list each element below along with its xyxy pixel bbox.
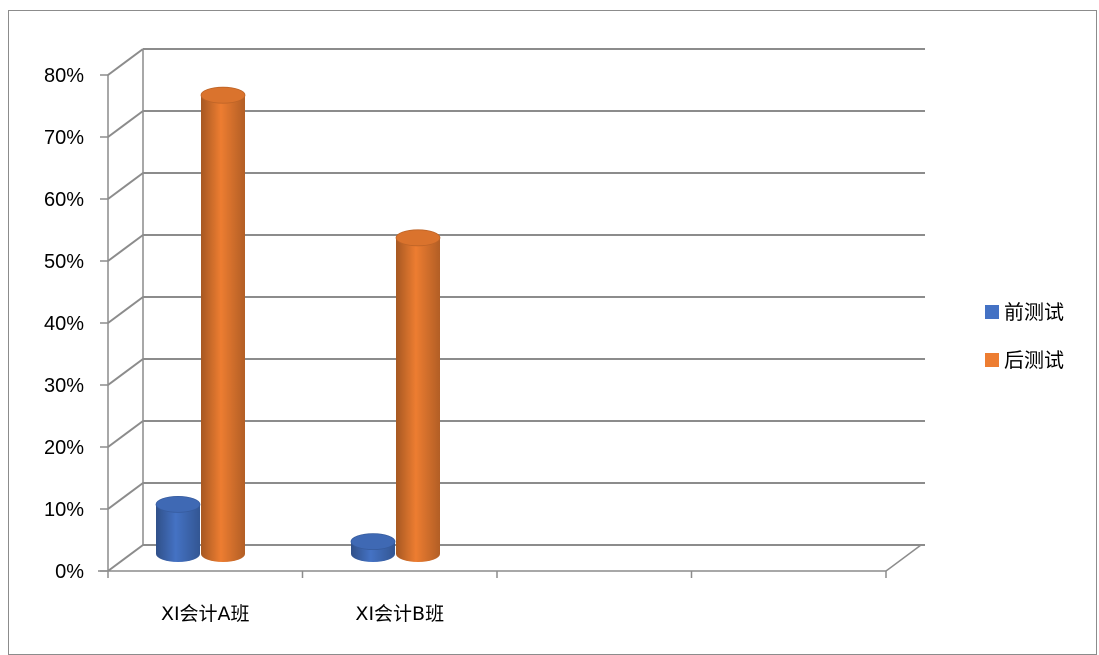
floor-right-edge (885, 544, 922, 572)
bar (350, 533, 396, 562)
y-tick-label: 30% (44, 375, 84, 397)
y-tick-label: 70% (44, 127, 84, 149)
bar (395, 229, 441, 563)
gridline (107, 358, 925, 386)
y-tick-labels: 0% 10% 20% 30% 40% 50% 60% 70% 80% (44, 65, 84, 583)
axes (98, 49, 922, 578)
legend-item: 后测试 (985, 348, 1064, 372)
legend-label: 后测试 (1004, 348, 1064, 372)
bar (155, 495, 201, 562)
gridline (107, 296, 925, 324)
gridlines (107, 48, 925, 572)
y-tick-label: 0% (55, 561, 84, 583)
gridline (107, 110, 925, 138)
x-category-label: XI会计B班 (355, 603, 444, 625)
bar (200, 86, 246, 562)
gridline (107, 234, 925, 262)
gridline (107, 482, 925, 510)
legend-item: 前测试 (985, 300, 1064, 324)
y-tick-label: 80% (44, 65, 84, 87)
y-tick-label: 40% (44, 313, 84, 335)
gridline (107, 420, 925, 448)
bars (155, 86, 441, 563)
category-labels: XI会计A班 XI会计B班 (161, 603, 444, 625)
legend-swatch (985, 353, 999, 367)
y-tick-label: 50% (44, 251, 84, 273)
gridline (107, 172, 925, 200)
legend-swatch (985, 305, 999, 319)
y-tick-label: 60% (44, 189, 84, 211)
gridline (107, 544, 925, 572)
y-tick-label: 20% (44, 437, 84, 459)
x-category-label: XI会计A班 (161, 603, 250, 625)
legend-label: 前测试 (1004, 300, 1064, 324)
gridline (107, 48, 925, 76)
y-tick-label: 10% (44, 499, 84, 521)
